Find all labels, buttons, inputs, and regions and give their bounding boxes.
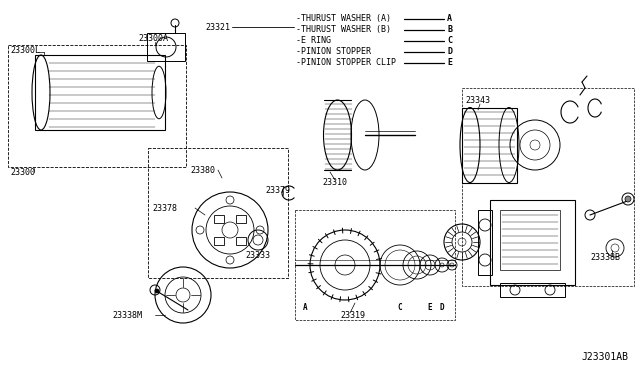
Text: E: E xyxy=(428,302,432,311)
Text: B: B xyxy=(447,25,452,34)
Text: A: A xyxy=(303,302,307,311)
Bar xyxy=(478,210,492,275)
Bar xyxy=(500,283,565,297)
Bar xyxy=(462,108,517,183)
Bar xyxy=(236,237,246,245)
Text: 23333: 23333 xyxy=(246,250,271,260)
Bar xyxy=(147,33,185,61)
Text: 23300: 23300 xyxy=(10,167,35,176)
Bar xyxy=(462,88,634,286)
Text: 23338B: 23338B xyxy=(590,253,620,263)
Text: 23379: 23379 xyxy=(265,186,290,195)
Text: -PINION STOPPER CLIP: -PINION STOPPER CLIP xyxy=(296,58,396,67)
Bar xyxy=(295,210,455,320)
Bar xyxy=(148,148,288,278)
Text: E: E xyxy=(447,58,452,67)
Text: -THURUST WASHER (A): -THURUST WASHER (A) xyxy=(296,14,391,23)
Text: D: D xyxy=(440,302,444,311)
Text: 23300A: 23300A xyxy=(138,33,168,42)
Text: J23301AB: J23301AB xyxy=(581,352,628,362)
Circle shape xyxy=(625,196,631,202)
Text: C: C xyxy=(397,302,403,311)
Bar xyxy=(35,55,165,130)
Text: A: A xyxy=(447,14,452,23)
Bar xyxy=(214,215,224,223)
Bar xyxy=(490,200,575,285)
Text: 23319: 23319 xyxy=(340,311,365,320)
Text: 23380: 23380 xyxy=(190,166,215,174)
Text: 23343: 23343 xyxy=(465,96,490,105)
Text: D: D xyxy=(447,47,452,56)
Text: 23300L: 23300L xyxy=(10,45,40,55)
Text: 23378: 23378 xyxy=(152,203,177,212)
Bar xyxy=(236,215,246,223)
Bar xyxy=(500,210,560,270)
Circle shape xyxy=(155,289,159,293)
Text: -E RING: -E RING xyxy=(296,36,331,45)
Bar xyxy=(8,45,186,167)
Text: 23310: 23310 xyxy=(323,177,348,186)
Text: 23338M: 23338M xyxy=(112,311,142,320)
Text: -PINION STOPPER: -PINION STOPPER xyxy=(296,47,371,56)
Text: 23321: 23321 xyxy=(205,22,230,32)
Text: C: C xyxy=(447,36,452,45)
Text: -THURUST WASHER (B): -THURUST WASHER (B) xyxy=(296,25,391,34)
Bar xyxy=(214,237,224,245)
